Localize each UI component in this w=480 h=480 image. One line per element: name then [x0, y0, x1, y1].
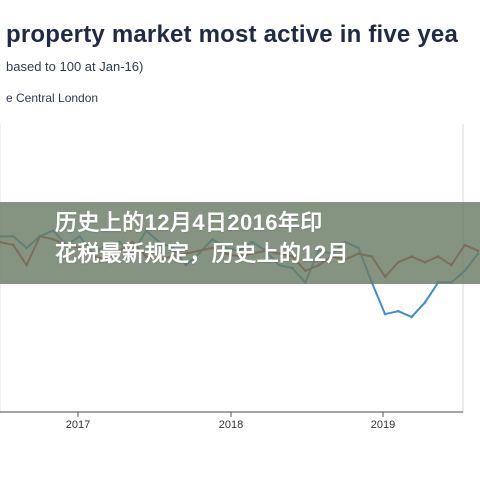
x-tick-label-2017: 2017 [66, 419, 90, 431]
x-tick-label-2018: 2018 [219, 419, 243, 431]
data-point-series-1-30 [383, 312, 387, 316]
data-point-series-1-32 [410, 315, 413, 319]
data-point-series-1-33 [423, 301, 427, 304]
overlay-band [0, 202, 480, 284]
data-point-series-1-31 [397, 309, 400, 313]
chart-legend: e Central London [6, 91, 98, 105]
chart-title: property market most active in five yea [6, 21, 458, 49]
x-tick-label-2019: 2019 [371, 419, 395, 431]
overlay-heading: 历史上的12月4日2016年印 花税最新规定，历史上的12月 [55, 210, 350, 266]
legend-label: e Central London [6, 91, 98, 105]
chart-subtitle: based to 100 at Jan-16) [6, 59, 143, 74]
